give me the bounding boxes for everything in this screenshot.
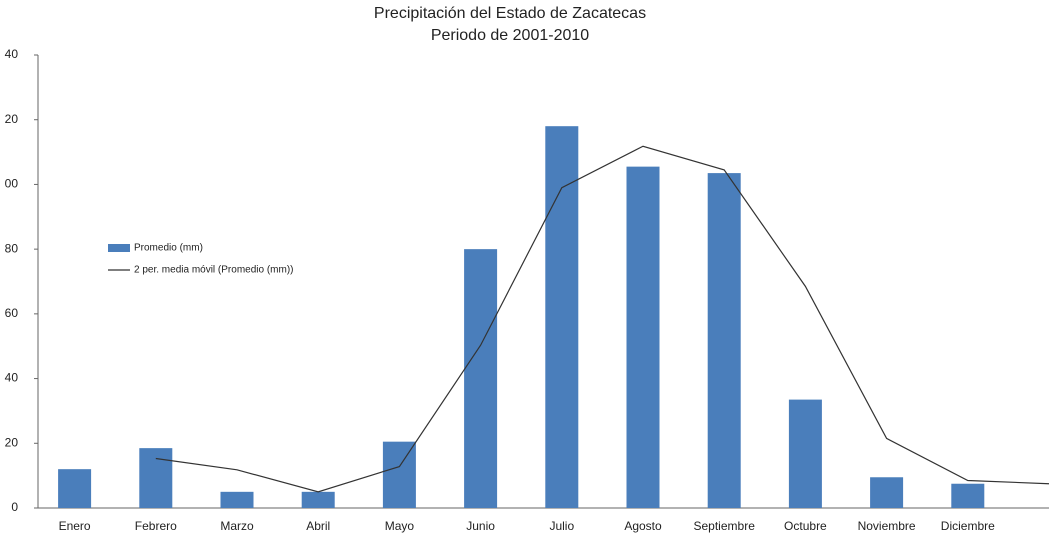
bar: [545, 126, 579, 508]
y-tick-label: 20: [5, 435, 19, 449]
x-tick-label: Junio: [466, 519, 495, 533]
x-tick-label: Marzo: [220, 519, 254, 533]
x-tick-label: Mayo: [385, 519, 415, 533]
chart-subtitle: Periodo de 2001-2010: [431, 27, 589, 44]
y-tick-label: 80: [5, 241, 19, 255]
bar: [626, 166, 660, 508]
x-tick-label: Enero: [59, 519, 91, 533]
x-tick-label: Febrero: [135, 519, 177, 533]
x-tick-label: Abril: [306, 519, 330, 533]
y-tick-label: 40: [5, 371, 19, 385]
y-tick-label: 20: [5, 112, 19, 126]
y-tick-label: 00: [5, 177, 19, 191]
x-tick-label: Julio: [549, 519, 574, 533]
y-tick-label: 0: [11, 500, 18, 514]
x-tick-label: Agosto: [624, 519, 662, 533]
x-tick-label: Septiembre: [694, 519, 756, 533]
bar: [382, 441, 416, 508]
bar: [870, 477, 904, 508]
x-tick-label: Octubre: [784, 519, 827, 533]
bar: [707, 173, 741, 508]
legend-swatch: [108, 244, 130, 252]
y-tick-label: 40: [5, 47, 19, 61]
chart-title: Precipitación del Estado de Zacatecas: [374, 5, 646, 22]
y-tick-label: 60: [5, 306, 19, 320]
bar: [220, 491, 254, 508]
bar: [788, 399, 822, 508]
legend-label: Promedio (mm): [134, 243, 203, 254]
bar: [58, 469, 92, 508]
line: [155, 145, 1049, 493]
x-tick-label: Diciembre: [941, 519, 995, 533]
bar: [951, 483, 985, 508]
legend-label: 2 per. media móvil (Promedio (mm)): [134, 265, 293, 276]
bar: [464, 249, 498, 508]
bar: [139, 448, 173, 508]
bar: [301, 491, 335, 508]
x-tick-label: Noviembre: [858, 519, 916, 533]
